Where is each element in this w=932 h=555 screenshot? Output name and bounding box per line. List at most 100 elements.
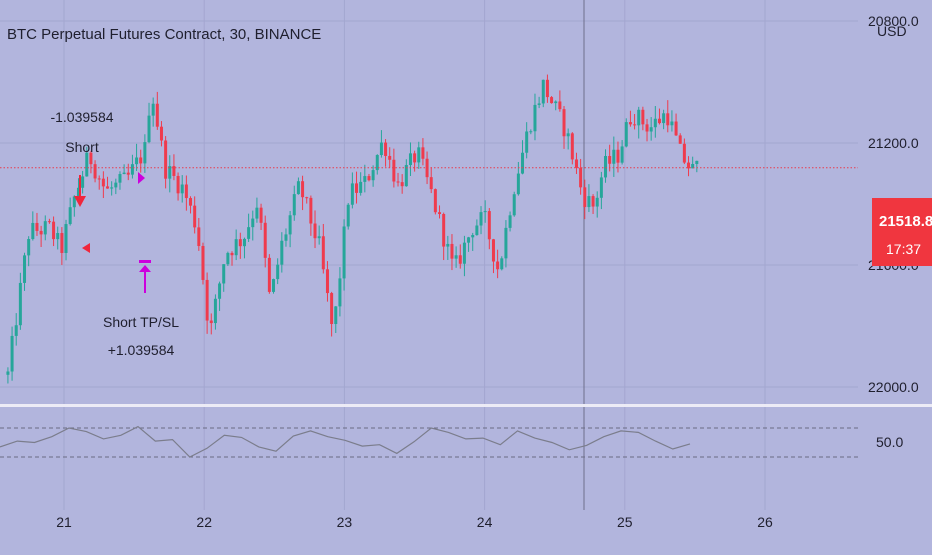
candle-body [325, 269, 329, 294]
candle-body [296, 181, 300, 195]
candle-body [85, 152, 89, 177]
candle-body [68, 207, 72, 225]
candle-body [462, 242, 466, 264]
candle-body [313, 223, 317, 239]
candle-body [554, 101, 558, 104]
candle-body [23, 255, 27, 283]
rsi-line [0, 425, 691, 458]
candle-body [122, 172, 126, 175]
chart-title: BTC Perpetual Futures Contract, 30, BINA… [7, 26, 321, 43]
candle-body [687, 162, 691, 169]
candle-body [292, 194, 296, 216]
candle-body [176, 175, 180, 194]
candle-body [272, 279, 276, 292]
candle-body [180, 184, 184, 194]
candle-body [143, 142, 147, 164]
candle-body [645, 124, 649, 132]
candle-body [508, 215, 512, 228]
candle-body [93, 164, 97, 179]
candle-body [27, 239, 31, 256]
candle-body [238, 239, 242, 247]
candle-body [496, 261, 500, 270]
candle-body [446, 243, 450, 247]
time-tick-label: 24 [477, 514, 493, 530]
candle-body [529, 131, 533, 133]
candle-body [392, 159, 396, 182]
candle-body [147, 115, 151, 143]
candle-body [574, 159, 578, 168]
time-tick-label: 25 [617, 514, 633, 530]
candle-body [189, 198, 193, 206]
candle-body [301, 181, 305, 198]
candle-body [309, 197, 313, 224]
candle-body [60, 233, 64, 253]
candle-body [388, 155, 392, 160]
candle-body [197, 227, 201, 247]
candle-body [566, 133, 570, 137]
candle-body [305, 197, 309, 199]
last-price-value: 21518.8 [879, 213, 932, 230]
candle-body [139, 157, 143, 164]
short-entry-value: -1.039584 [50, 109, 113, 125]
candle-body [550, 97, 554, 104]
candle-body [599, 177, 603, 198]
candle-body [471, 235, 475, 238]
candle-body [81, 176, 85, 188]
candle-body [31, 222, 35, 240]
candle-body [521, 152, 525, 174]
candle-body [450, 243, 454, 259]
candle-body [666, 113, 670, 126]
price-tick-label: 22000.0 [868, 379, 919, 395]
candle-body [259, 207, 263, 223]
candle-body [404, 165, 408, 187]
candle-body [47, 221, 51, 223]
candle-body [155, 103, 159, 127]
candle-body [101, 178, 105, 187]
candle-body [251, 218, 255, 228]
candle-body [616, 149, 620, 163]
candle-body [624, 122, 628, 147]
candle-body [18, 282, 22, 326]
candle-body [678, 135, 682, 144]
candle-body [193, 205, 197, 228]
candle-body [570, 133, 574, 160]
candle-body [164, 140, 168, 179]
candle-body [168, 166, 172, 179]
candle-body [408, 153, 412, 166]
candle-body [612, 149, 616, 164]
time-tick-label: 22 [196, 514, 212, 530]
candle-body [209, 320, 213, 324]
candle-body [413, 153, 417, 163]
candle-body [562, 109, 566, 137]
candle-body [641, 109, 645, 125]
candle-body [64, 224, 68, 253]
candle-body [276, 264, 280, 280]
candle-body [579, 167, 583, 188]
candle-body [242, 238, 246, 247]
candle-body [230, 252, 234, 256]
candle-body [454, 255, 458, 259]
candle-body [670, 121, 674, 126]
candle-body [359, 181, 363, 193]
time-axis[interactable]: 21 22 23 24 25 26 [56, 514, 773, 530]
candle-body [222, 264, 226, 284]
candle-body [595, 197, 599, 207]
candle-body [89, 152, 93, 165]
candle-body [76, 187, 80, 197]
candle-body [438, 212, 442, 215]
candle-body [604, 155, 608, 178]
short-entry-arrow-icon [74, 175, 86, 207]
bar-countdown: 17:37 [886, 241, 921, 257]
candle-body [350, 183, 354, 205]
candle-body [458, 255, 462, 264]
currency-label: USD [877, 23, 907, 39]
candle-body [674, 121, 678, 136]
candle-body [201, 246, 205, 280]
candle-body [342, 226, 346, 279]
candlestick-series [6, 74, 699, 384]
candle-body [72, 196, 76, 208]
pane-separator[interactable] [0, 404, 932, 407]
candle-body [637, 109, 641, 126]
